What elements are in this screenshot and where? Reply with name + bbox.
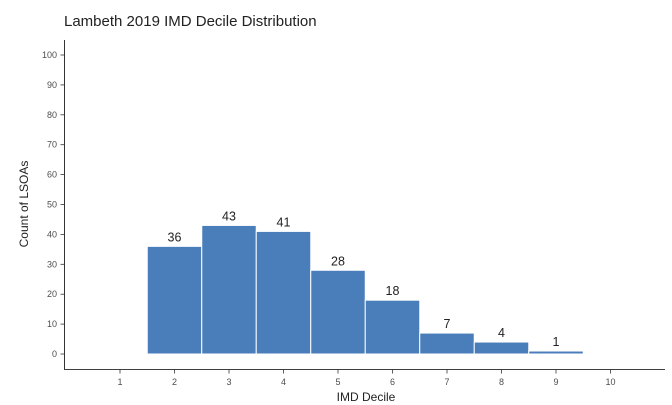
bar-decile-4 bbox=[255, 230, 312, 355]
y-tick-label-40: 40 bbox=[47, 229, 57, 239]
y-tick-label-70: 70 bbox=[47, 140, 57, 150]
data-label-decile-4: 41 bbox=[277, 215, 291, 229]
data-label-decile-2: 36 bbox=[168, 230, 182, 244]
x-tick-label-4: 4 bbox=[281, 377, 286, 387]
bar-decile-6 bbox=[364, 299, 421, 355]
bar-decile-9 bbox=[528, 350, 584, 355]
y-tick-label-10: 10 bbox=[47, 319, 57, 329]
x-ticks-group: 1 2 3 4 5 6 7 8 9 10 bbox=[117, 369, 616, 387]
y-tick-label-100: 100 bbox=[42, 50, 57, 60]
data-label-decile-6: 18 bbox=[386, 284, 400, 298]
x-tick-label-9: 9 bbox=[553, 377, 558, 387]
y-tick-label-50: 50 bbox=[47, 200, 57, 210]
data-label-decile-7: 7 bbox=[444, 317, 451, 331]
y-tick-label-30: 30 bbox=[47, 259, 57, 269]
y-tick-label-20: 20 bbox=[47, 289, 57, 299]
y-tick-label-80: 80 bbox=[47, 110, 57, 120]
x-tick-label-5: 5 bbox=[335, 377, 340, 387]
x-tick-label-8: 8 bbox=[499, 377, 504, 387]
x-tick-label-2: 2 bbox=[172, 377, 177, 387]
x-tick-label-3: 3 bbox=[226, 377, 231, 387]
bars-group bbox=[146, 224, 584, 355]
y-tick-label-90: 90 bbox=[47, 80, 57, 90]
data-label-decile-9: 1 bbox=[553, 335, 560, 349]
x-tick-label-1: 1 bbox=[117, 377, 122, 387]
bar-decile-7 bbox=[419, 332, 475, 355]
x-axis-title: IMD Decile bbox=[337, 390, 396, 404]
data-label-decile-3: 43 bbox=[222, 209, 236, 223]
data-label-decile-5: 28 bbox=[331, 254, 345, 268]
bar-decile-3 bbox=[201, 224, 257, 355]
x-tick-label-10: 10 bbox=[605, 377, 615, 387]
bar-decile-8 bbox=[473, 341, 530, 355]
y-axis-title: Count of LSOAs bbox=[17, 161, 31, 248]
chart-title: Lambeth 2019 IMD Decile Distribution bbox=[64, 13, 317, 30]
bar-decile-5 bbox=[310, 269, 366, 355]
y-ticks-group: 0 10 20 30 40 50 60 70 80 90 100 bbox=[42, 50, 65, 359]
y-tick-label-60: 60 bbox=[47, 170, 57, 180]
y-tick-label-0: 0 bbox=[52, 349, 57, 359]
data-label-decile-8: 4 bbox=[498, 326, 505, 340]
x-tick-label-7: 7 bbox=[444, 377, 449, 387]
x-tick-label-6: 6 bbox=[390, 377, 395, 387]
bar-decile-2 bbox=[146, 245, 203, 355]
